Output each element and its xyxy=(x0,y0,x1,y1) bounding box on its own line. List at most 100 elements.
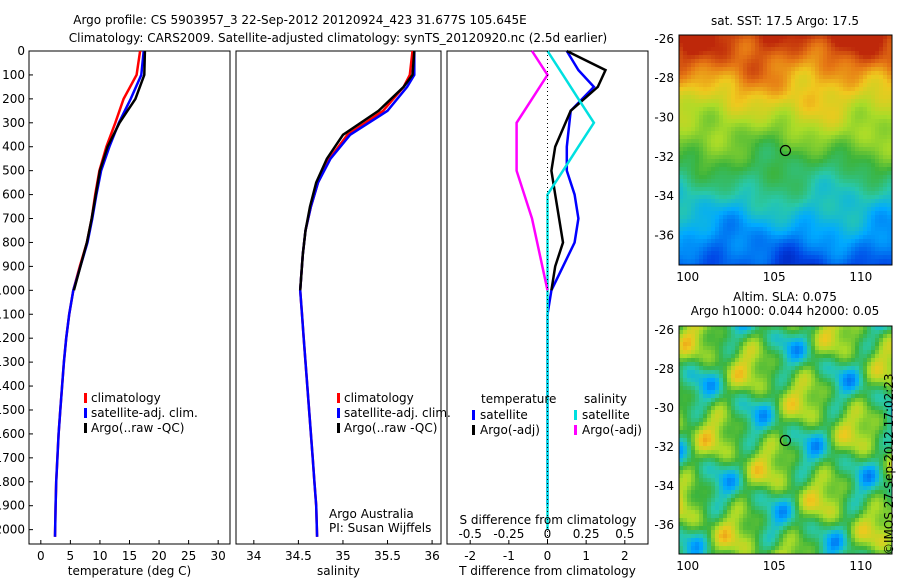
sst_map-heatmap-cell xyxy=(739,139,743,143)
sst_map-heatmap-cell xyxy=(743,35,747,39)
sst_map-heatmap-cell xyxy=(879,263,883,265)
sst_map-heatmap-cell xyxy=(751,195,755,199)
sst_map-heatmap-cell xyxy=(731,51,735,55)
sla_map-heatmap-cell xyxy=(807,354,811,358)
sla_map-heatmap-cell xyxy=(711,382,715,386)
sla_map-heatmap-cell xyxy=(831,446,835,450)
sst_map-heatmap-cell xyxy=(883,207,887,211)
sst_map-heatmap-cell xyxy=(815,151,819,155)
sla_map-heatmap-cell xyxy=(775,354,779,358)
sst_map-heatmap-cell xyxy=(731,187,735,191)
sla_map-heatmap-cell xyxy=(731,338,735,342)
sla_map-heatmap-cell xyxy=(783,326,787,330)
sst_map-heatmap-cell xyxy=(823,171,827,175)
sst_map-heatmap-cell xyxy=(687,227,691,231)
sla_map-heatmap-cell xyxy=(775,446,779,450)
sst_map-heatmap-cell xyxy=(783,227,787,231)
sst_map-heatmap-cell xyxy=(695,151,699,155)
sst_map-heatmap-cell xyxy=(835,135,839,139)
sst_map-heatmap-cell xyxy=(883,155,887,159)
sst_map-heatmap-cell xyxy=(715,223,719,227)
sst_map-heatmap-cell xyxy=(803,159,807,163)
sst_map-heatmap-cell xyxy=(683,103,687,107)
sst_map-heatmap-cell xyxy=(703,79,707,83)
sst_map-heatmap-cell xyxy=(691,103,695,107)
sla_map-heatmap-cell xyxy=(803,326,807,330)
sst_map-heatmap-cell xyxy=(711,79,715,83)
sla_map-heatmap-cell xyxy=(811,426,815,430)
sst_map-heatmap-cell xyxy=(839,43,843,47)
sla_map-heatmap-cell xyxy=(815,338,819,342)
sla_map-heatmap-cell xyxy=(759,398,763,402)
sst_map-heatmap-cell xyxy=(755,207,759,211)
sst_map-heatmap-cell xyxy=(715,51,719,55)
sst_map-heatmap-cell xyxy=(887,179,891,183)
sla_map-heatmap-cell xyxy=(819,362,823,366)
sla_map-heatmap-cell xyxy=(735,434,739,438)
sst_map-heatmap-cell xyxy=(747,195,751,199)
sla_map-heatmap-cell xyxy=(767,382,771,386)
sst_map-heatmap-cell xyxy=(763,147,767,151)
sst_map-heatmap-cell xyxy=(879,55,883,59)
sst_map-heatmap-cell xyxy=(699,255,703,259)
sla_map-heatmap-cell xyxy=(787,406,791,410)
sst_map-heatmap-cell xyxy=(743,47,747,51)
sst_map-heatmap-cell xyxy=(731,259,735,263)
sst_map-heatmap-cell xyxy=(875,191,879,195)
sst_map-heatmap-cell xyxy=(811,87,815,91)
sst_map-heatmap-cell xyxy=(719,219,723,223)
sla_map-heatmap-cell xyxy=(707,350,711,354)
sst_map-heatmap-cell xyxy=(875,151,879,155)
sst_map-heatmap-cell xyxy=(823,59,827,63)
sst_map-heatmap-cell xyxy=(767,167,771,171)
sst_map-heatmap-cell xyxy=(719,155,723,159)
sst_map-heatmap-cell xyxy=(719,131,723,135)
sst_map-heatmap-cell xyxy=(699,223,703,227)
sla_map-heatmap-cell xyxy=(867,330,871,334)
sst_map-heatmap-cell xyxy=(707,91,711,95)
sst_map-heatmap-cell xyxy=(883,143,887,147)
sla_map-heatmap-cell xyxy=(867,374,871,378)
sla_map-heatmap-cell xyxy=(719,366,723,370)
sst_map-heatmap-cell xyxy=(703,131,707,135)
sst_map-heatmap-cell xyxy=(783,167,787,171)
sst_map-heatmap-cell xyxy=(795,79,799,83)
sst_map-heatmap-cell xyxy=(715,123,719,127)
sst_map-heatmap-cell xyxy=(679,215,683,219)
sla_map-heatmap-cell xyxy=(819,410,823,414)
sst_map-heatmap-cell xyxy=(843,155,847,159)
sst_map-heatmap-cell xyxy=(863,151,867,155)
sst_map-heatmap-cell xyxy=(843,231,847,235)
sst_map-heatmap-cell xyxy=(807,235,811,239)
sst_map-heatmap-cell xyxy=(727,175,731,179)
sla_map-heatmap-cell xyxy=(847,438,851,442)
sst_map-heatmap-cell xyxy=(823,51,827,55)
sla_map-heatmap-cell xyxy=(783,370,787,374)
sst_map-heatmap-cell xyxy=(679,35,683,39)
sst_map-heatmap-cell xyxy=(855,175,859,179)
sst_map-heatmap-cell xyxy=(719,75,723,79)
sst_map-heatmap-cell xyxy=(803,111,807,115)
sst_map-heatmap-cell xyxy=(887,43,891,47)
sla_map-heatmap-cell xyxy=(783,450,787,454)
sla_map-heatmap-cell xyxy=(811,370,815,374)
sst_map-heatmap-cell xyxy=(843,71,847,75)
sst_map-heatmap-cell xyxy=(851,187,855,191)
sla_map-heatmap-cell xyxy=(775,398,779,402)
sla_map-heatmap-cell xyxy=(747,378,751,382)
temperature-ytick-label: 0 xyxy=(17,44,25,58)
sla_map-heatmap-cell xyxy=(775,350,779,354)
sst_map-heatmap-cell xyxy=(827,207,831,211)
sst_map-heatmap-cell xyxy=(831,239,835,243)
sst_map-heatmap-cell xyxy=(735,259,739,263)
sla_map-heatmap-cell xyxy=(775,378,779,382)
sla_map-heatmap-cell xyxy=(871,366,875,370)
sla_map-heatmap-cell xyxy=(787,330,791,334)
sst_map-heatmap-cell xyxy=(751,43,755,47)
sla_map-heatmap-cell xyxy=(871,422,875,426)
sla_map-heatmap-cell xyxy=(691,450,695,454)
sst_map-heatmap-cell xyxy=(751,135,755,139)
sst_map-heatmap-cell xyxy=(855,59,859,63)
sst_map-heatmap-cell xyxy=(707,235,711,239)
sst_map-heatmap-cell xyxy=(707,67,711,71)
